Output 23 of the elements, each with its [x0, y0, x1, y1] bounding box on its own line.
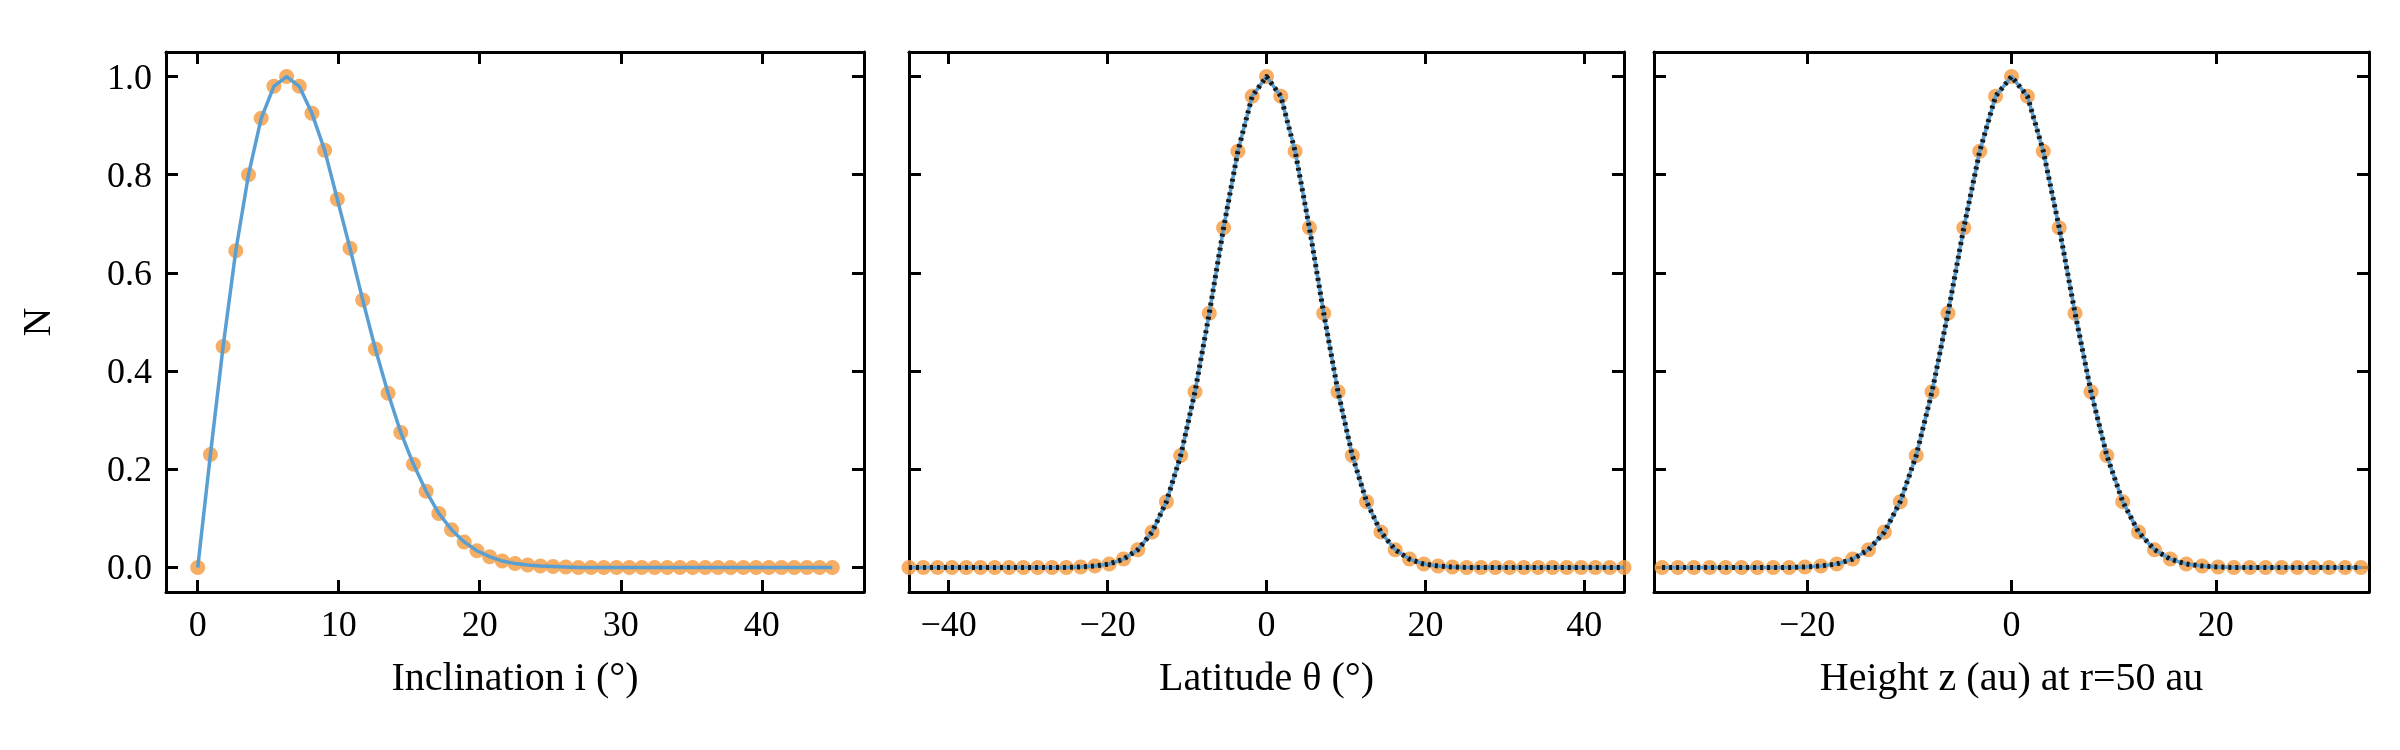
x-tick-label: −40	[920, 604, 977, 644]
x-axis-title: Latitude θ (°)	[1158, 653, 1375, 699]
x-tick-label: 0	[2002, 604, 2021, 644]
x-axis-title: Inclination i (°)	[391, 653, 639, 699]
y-axis-title: N	[13, 307, 59, 337]
x-tick-label: 0	[188, 604, 207, 644]
y-tick-label: 0.2	[107, 449, 152, 490]
y-tick-label: 1.0	[107, 56, 152, 97]
y-tick-label: 0.0	[107, 547, 152, 588]
x-tick-label: −20	[1079, 604, 1136, 644]
x-axis-title: Height z (au) at r=50 au	[1819, 653, 2204, 699]
x-tick-label: 40	[743, 604, 780, 644]
x-tick-label: −20	[1779, 604, 1836, 644]
x-tick-label: 20	[1407, 604, 1444, 644]
x-tick-label: 40	[1566, 604, 1603, 644]
x-tick-label: 20	[2197, 604, 2234, 644]
y-tick-label: 0.6	[107, 252, 152, 293]
y-tick-label: 0.8	[107, 154, 152, 195]
x-tick-label: 20	[461, 604, 498, 644]
x-tick-label: 0	[1257, 604, 1276, 644]
x-tick-label: 10	[320, 604, 357, 644]
x-tick-label: 30	[602, 604, 639, 644]
y-tick-label: 0.4	[107, 351, 152, 392]
